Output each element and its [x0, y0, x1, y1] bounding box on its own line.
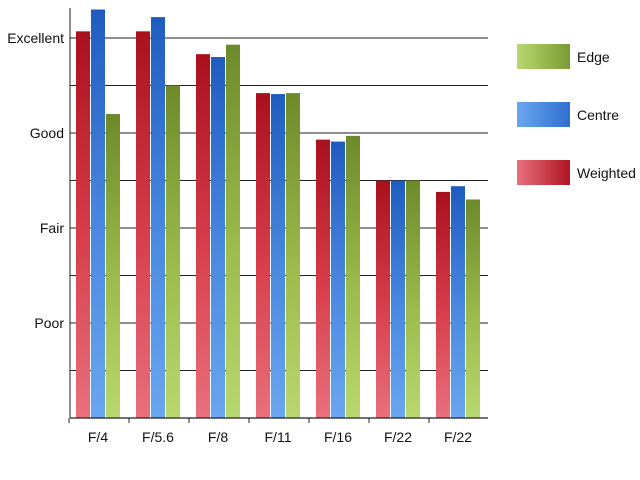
bar-weighted-1: [76, 31, 90, 418]
y-tick-label: Good: [30, 125, 64, 141]
x-tick-label: F/22: [444, 429, 472, 445]
bar-edge-4: [286, 93, 300, 418]
x-tick-label: F/8: [208, 429, 228, 445]
legend-swatch-edge: [517, 44, 570, 69]
bar-edge-2: [166, 85, 180, 418]
legend-swatch-weighted: [517, 160, 570, 185]
bar-weighted-2: [136, 31, 150, 418]
bar-edge-7: [466, 199, 480, 418]
bar-edge-1: [106, 114, 120, 418]
legend-label-edge: Edge: [577, 49, 610, 65]
bars: [76, 9, 480, 419]
bar-centre-1: [91, 9, 105, 418]
x-tick-labels: F/4 F/5.6 F/8 F/11 F/16 F/22 F/22: [88, 429, 472, 445]
bar-edge-6: [406, 180, 420, 418]
bar-edge-5: [346, 135, 360, 418]
y-tick-labels: Poor Fair Good Excellent: [7, 30, 64, 331]
bar-centre-6: [391, 180, 405, 418]
bar-centre-5: [331, 141, 345, 419]
legend-label-centre: Centre: [577, 107, 619, 123]
bar-centre-7: [451, 186, 465, 418]
bar-weighted-5: [316, 139, 330, 418]
x-tick-label: F/11: [265, 429, 292, 445]
y-tick-label: Excellent: [7, 30, 64, 46]
bar-weighted-4: [256, 93, 270, 418]
axes: [68, 8, 488, 423]
legend-label-weighted: Weighted: [577, 165, 636, 181]
x-tick-label: F/16: [324, 429, 352, 445]
legend: Edge Centre Weighted: [517, 44, 636, 185]
bar-weighted-6: [376, 180, 390, 418]
bar-centre-3: [211, 57, 225, 418]
bar-centre-4: [271, 94, 285, 419]
bar-edge-3: [226, 44, 240, 419]
bar-centre-2: [151, 17, 165, 418]
y-tick-label: Fair: [40, 220, 64, 236]
x-tick-label: F/22: [384, 429, 412, 445]
bar-weighted-3: [196, 54, 210, 419]
bar-weighted-7: [436, 191, 450, 418]
legend-swatch-centre: [517, 102, 570, 127]
y-tick-label: Poor: [34, 315, 64, 331]
x-tick-label: F/4: [88, 429, 108, 445]
x-tick-label: F/5.6: [142, 429, 174, 445]
